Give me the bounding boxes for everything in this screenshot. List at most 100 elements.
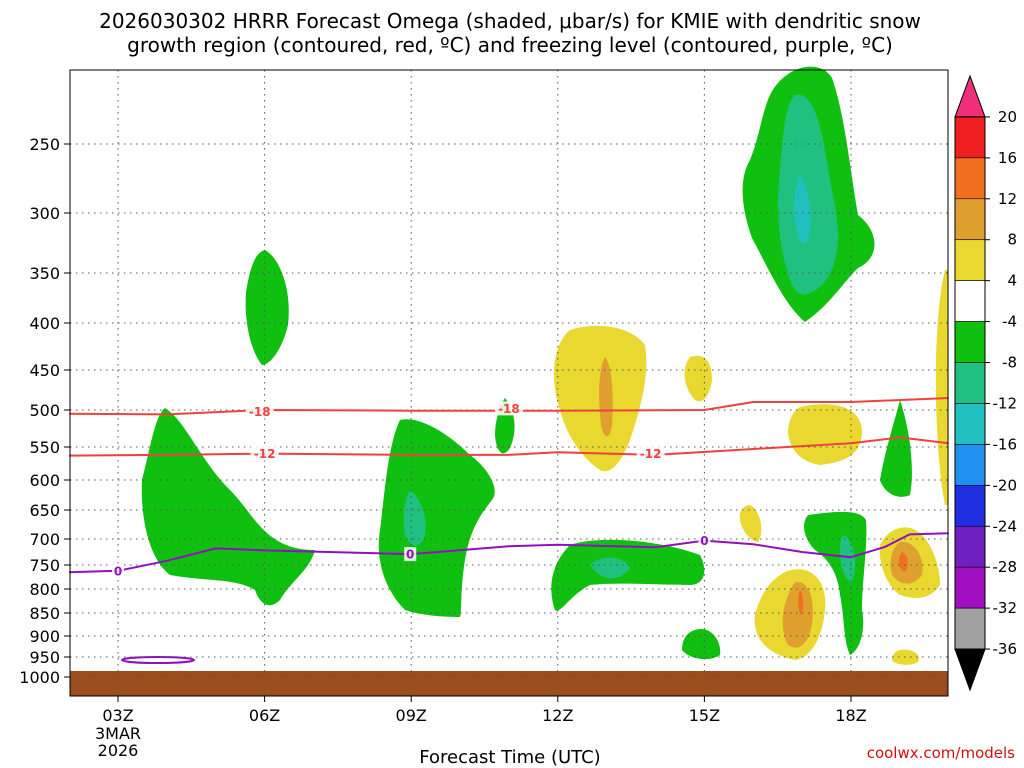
y-tick-label-400: 400 [29,314,60,333]
omega-region-17z-lower-red [798,590,804,615]
contour-dgz-bottom [69,436,949,457]
omega-region-16z-yellow-small [739,505,762,542]
contour-label-bg-freezing-level-1 [404,547,417,562]
omega-region-04z-lower [141,408,315,606]
gridlines [70,70,948,696]
y-tick-label-650: 650 [29,501,60,520]
contour-label-bg-freezing-level-0 [112,563,124,578]
omega-region-18z-yellow [788,404,862,465]
x-tick-label-15Z: 15Z [689,706,720,725]
colorbar-label-5: -4 [1002,313,1017,331]
colorbar-band-6 [954,321,986,363]
contour-label-dgz-top-1: -18 [498,402,520,416]
x-axis-title: Forecast Time (UTC) [419,747,600,768]
y-tick-label-750: 750 [29,556,60,575]
colorbar-label-10: -24 [993,517,1018,535]
colorbar-band-12 [954,566,986,609]
y-tick-label-850: 850 [29,604,60,623]
contour-label-dgz-bottom-1: -12 [640,447,662,461]
colorbar-band-11 [954,525,986,568]
omega-region-15z-surface-green [682,629,721,660]
colorbar-band-8 [954,403,986,445]
chart-title-line-2: growth region (contoured, red, ºC) and f… [127,33,893,57]
y-tick-label-500: 500 [29,401,60,420]
contour-label-bg-freezing-level-2 [698,533,711,548]
omega-shading [121,66,948,665]
colorbar-border [954,116,986,650]
x-date-label-0: 3MAR [95,724,141,743]
colorbar-label-3: 8 [1007,231,1017,249]
y-tick-label-900: 900 [29,627,60,646]
colorbar-band-1 [954,116,986,159]
colorbar-label-0: 20 [998,108,1017,126]
x-date-label-1: 2026 [98,741,139,760]
omega-region-17z-teal [778,94,839,295]
x-tick-label-06Z: 06Z [249,706,280,725]
colorbar-label-4: 4 [1007,272,1017,290]
colorbar-band-3 [954,198,986,241]
x-tick-label-18Z: 18Z [835,706,866,725]
colorbar-band-2 [954,157,986,200]
colorbar-label-11: -28 [993,558,1018,576]
colorbar-top-arrow [954,74,986,118]
y-tick-label-550: 550 [29,438,60,457]
x-tick-label-03Z: 03Z [102,706,133,725]
contour-label-bg-dgz-bottom-1 [636,446,665,461]
contour-label-dgz-bottom-0: -12 [254,447,276,461]
credit-text: coolwx.com/models [867,744,1015,762]
omega-region-17z-cyan [794,175,811,244]
colorbar-label-7: -12 [993,394,1018,412]
omega-region-18z-teal [840,535,856,582]
contour-label-bg-dgz-top-1 [494,401,523,416]
omega-region-13z-orange [599,357,613,437]
omega-region-13z-lower [551,539,705,611]
colorbar-label-1: 16 [998,149,1017,167]
colorbar-bottom-arrow [954,648,986,692]
colorbar: 20 16 12 8 4 -4 -8 -12 -16 -20 -24 -28 -32 -36 [954,74,1018,692]
x-tick-label-12Z: 12Z [542,706,573,725]
y-tick-label-1000: 1000 [19,668,60,687]
colorbar-band-5 [954,280,986,322]
colorbar-label-13: -36 [993,640,1018,658]
omega-region-09z-lower [378,419,495,617]
colorbar-band-10 [954,485,986,527]
colorbar-label-2: 12 [998,190,1017,208]
omega-region-06z-mid [245,250,289,365]
omega-region-19z-sliver [880,400,912,497]
omega-region-20z-edge-yellow [935,270,948,505]
y-tick-label-600: 600 [29,471,60,490]
y-tick-label-250: 250 [29,135,60,154]
y-tick-label-950: 950 [29,648,60,667]
omega-region-09z-teal [403,490,426,546]
contour-label-freezing-level-1: 0 [406,548,414,562]
y-tick-label-800: 800 [29,580,60,599]
omega-region-15z-yellow [684,355,712,402]
colorbar-band-4 [954,239,986,281]
colorbar-band-13 [954,607,986,650]
contour-label-freezing-level-2: 0 [700,534,708,548]
freezing-level-surface-loop [121,656,195,664]
contour-label-bg-dgz-top-0 [245,404,274,419]
chart-title-line-1: 2026030302 HRRR Forecast Omega (shaded, … [99,9,921,33]
colorbar-label-9: -20 [993,476,1018,494]
contour-label-dgz-top-0: -18 [249,405,271,419]
x-tick-label-09Z: 09Z [396,706,427,725]
colorbar-band-9 [954,444,986,486]
contour-freezing-level [69,532,949,574]
colorbar-label-12: -32 [993,599,1018,617]
contour-dgz-top [69,397,949,416]
colorbar-band-7 [954,362,986,404]
y-axis-pressure-labels: 250 300 350 400 450 500 550 600 650 700 750 800 850 9… [19,135,70,687]
contour-label-bg-dgz-bottom-0 [250,446,279,461]
y-tick-label-300: 300 [29,204,60,223]
plot-frame [69,69,949,697]
y-tick-label-700: 700 [29,530,60,549]
omega-region-13z-teal [590,557,630,579]
contour-label-freezing-level-0: 0 [114,564,122,578]
colorbar-label-8: -16 [993,435,1018,453]
colorbar-label-6: -8 [1002,354,1017,372]
temperature-contours: -18 -18 -12 -12 0 0 0 [69,397,949,578]
y-tick-label-350: 350 [29,264,60,283]
